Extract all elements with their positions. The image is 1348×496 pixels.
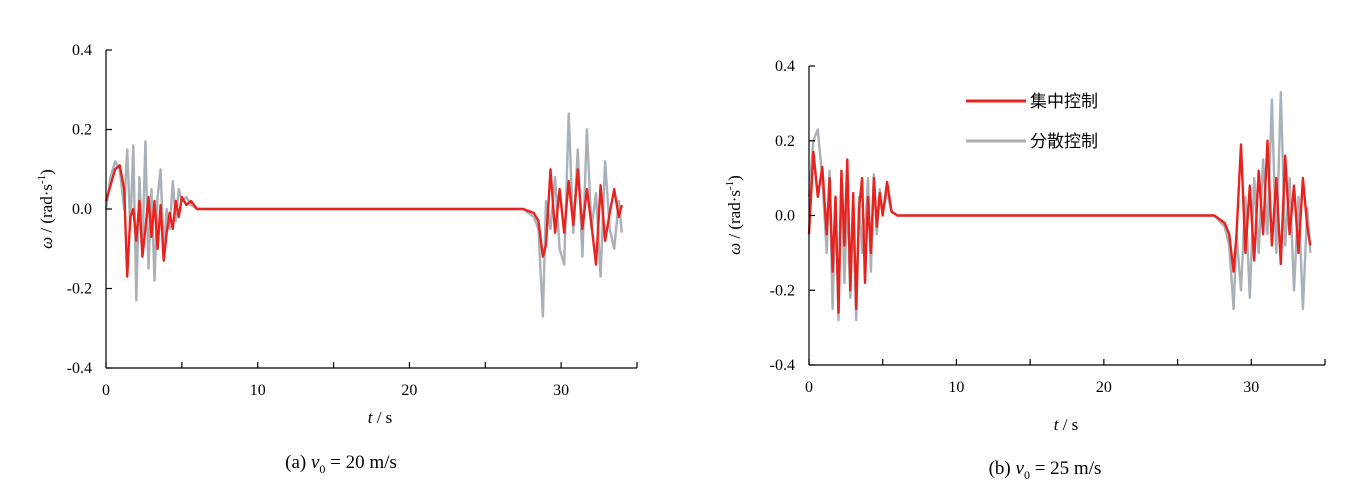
x-axis-label: t / s [368, 408, 393, 427]
caption-var: v [311, 452, 320, 473]
y-axis-label-unit: / (rad·s [37, 184, 56, 237]
caption-sub: 0 [319, 462, 325, 476]
y-axis-label-unit: / (rad·s [725, 190, 744, 243]
y-axis-label-var: ω [37, 237, 56, 249]
x-tick-label: 30 [553, 382, 569, 399]
y-axis-label-sup: -1 [36, 175, 48, 184]
legend-label: 分散控制 [1030, 132, 1098, 152]
y-tick-label: 0.2 [775, 133, 795, 150]
y-tick-label: -0.4 [67, 360, 92, 377]
x-tick-label: 20 [401, 382, 417, 399]
y-axis-label-tail: ) [725, 175, 744, 181]
y-tick-label: 0.0 [775, 208, 795, 225]
x-tick-label: 0 [805, 379, 813, 396]
caption-rest: = 20 m/s [325, 452, 396, 473]
x-axis-label-var: t [1054, 415, 1060, 434]
x-tick-label: 10 [250, 382, 266, 399]
x-tick-label: 0 [102, 382, 110, 399]
legend-label: 集中控制 [1030, 92, 1098, 112]
chart-panel-b: -0.4 -0.2 0.0 0.2 0.4 0 10 20 30 t / s ω / (rad·s-… [724, 58, 1326, 482]
y-axis-label-tail: ) [37, 169, 56, 175]
y-tick-label: -0.2 [67, 281, 92, 298]
caption: (b) v0 = 25 m/s [989, 458, 1102, 482]
chart-panel-a: -0.4 -0.2 0.0 0.2 0.4 0 10 20 30 t / s ω / (rad·s-… [36, 42, 638, 476]
series-line-centralized [104, 164, 623, 278]
y-tick-label: 0.4 [775, 58, 795, 75]
x-axis-label-unit: / s [1058, 415, 1078, 434]
y-axis-label-var: ω [725, 243, 744, 255]
caption-rest: = 25 m/s [1030, 458, 1101, 479]
y-axis-label: ω / (rad·s-1) [724, 175, 744, 255]
x-axis-label-unit: / s [372, 408, 392, 427]
series-line-centralized [807, 139, 1312, 314]
caption-var: v [1016, 458, 1025, 479]
x-tick-label: 20 [1096, 379, 1112, 396]
x-tick-label: 10 [948, 379, 964, 396]
y-tick-label: -0.2 [770, 282, 795, 299]
x-tick-label: 30 [1243, 379, 1259, 396]
caption: (a) v0 = 20 m/s [285, 452, 397, 476]
x-axis-label: t / s [1054, 415, 1079, 434]
y-tick-label: 0.4 [72, 42, 92, 59]
x-axis-label-var: t [368, 408, 374, 427]
y-axis-label: ω / (rad·s-1) [36, 169, 56, 249]
caption-sub: 0 [1024, 468, 1030, 482]
y-tick-label: 0.0 [72, 201, 92, 218]
series-line-distributed [104, 112, 623, 318]
caption-prefix: (b) [989, 458, 1016, 479]
y-axis-label-sup: -1 [724, 181, 736, 190]
caption-prefix: (a) [285, 452, 311, 473]
y-tick-label: -0.4 [770, 357, 795, 374]
y-tick-label: 0.2 [72, 122, 92, 139]
